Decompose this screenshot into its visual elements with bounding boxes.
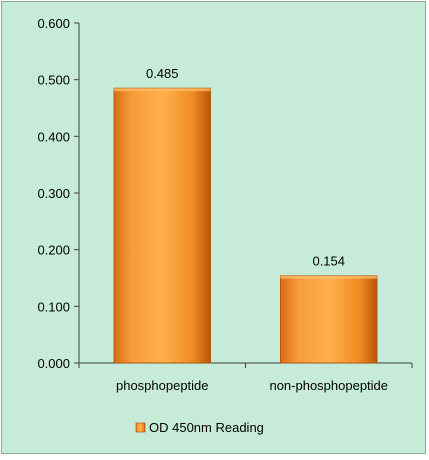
- bars: 0.485 0.154: [113, 66, 378, 364]
- bar-phosphopeptide: [113, 87, 211, 364]
- y-tick-label: 0.300: [37, 186, 70, 201]
- x-axis: phosphopeptide non-phosphopeptide: [78, 362, 413, 393]
- bar-top-highlight: [113, 88, 211, 92]
- y-tick-label: 0.000: [37, 356, 70, 371]
- bar-data-label: 0.485: [146, 66, 179, 81]
- legend-label: OD 450nm Reading: [149, 420, 264, 435]
- x-category-label: non-phosphopeptide: [269, 378, 388, 393]
- y-axis: 0.000 0.100 0.200 0.300 0.400 0.500 0.600: [37, 16, 80, 371]
- chart-frame: 0.000 0.100 0.200 0.300 0.400 0.500 0.600 phos…: [1, 1, 426, 454]
- x-category-label: phosphopeptide: [116, 378, 209, 393]
- y-tick-label: 0.400: [37, 129, 70, 144]
- bar-non-phosphopeptide: [280, 275, 378, 364]
- bar-top-highlight: [280, 275, 378, 279]
- y-tick-label: 0.500: [37, 73, 70, 88]
- y-tick-label: 0.200: [37, 243, 70, 258]
- bar-data-label: 0.154: [312, 254, 345, 269]
- legend-swatch: [135, 422, 146, 433]
- y-tick-label: 0.600: [37, 16, 70, 31]
- y-tick-label: 0.100: [37, 299, 70, 314]
- legend: OD 450nm Reading: [135, 420, 264, 435]
- bar-chart: 0.000 0.100 0.200 0.300 0.400 0.500 0.600 phos…: [37, 16, 413, 435]
